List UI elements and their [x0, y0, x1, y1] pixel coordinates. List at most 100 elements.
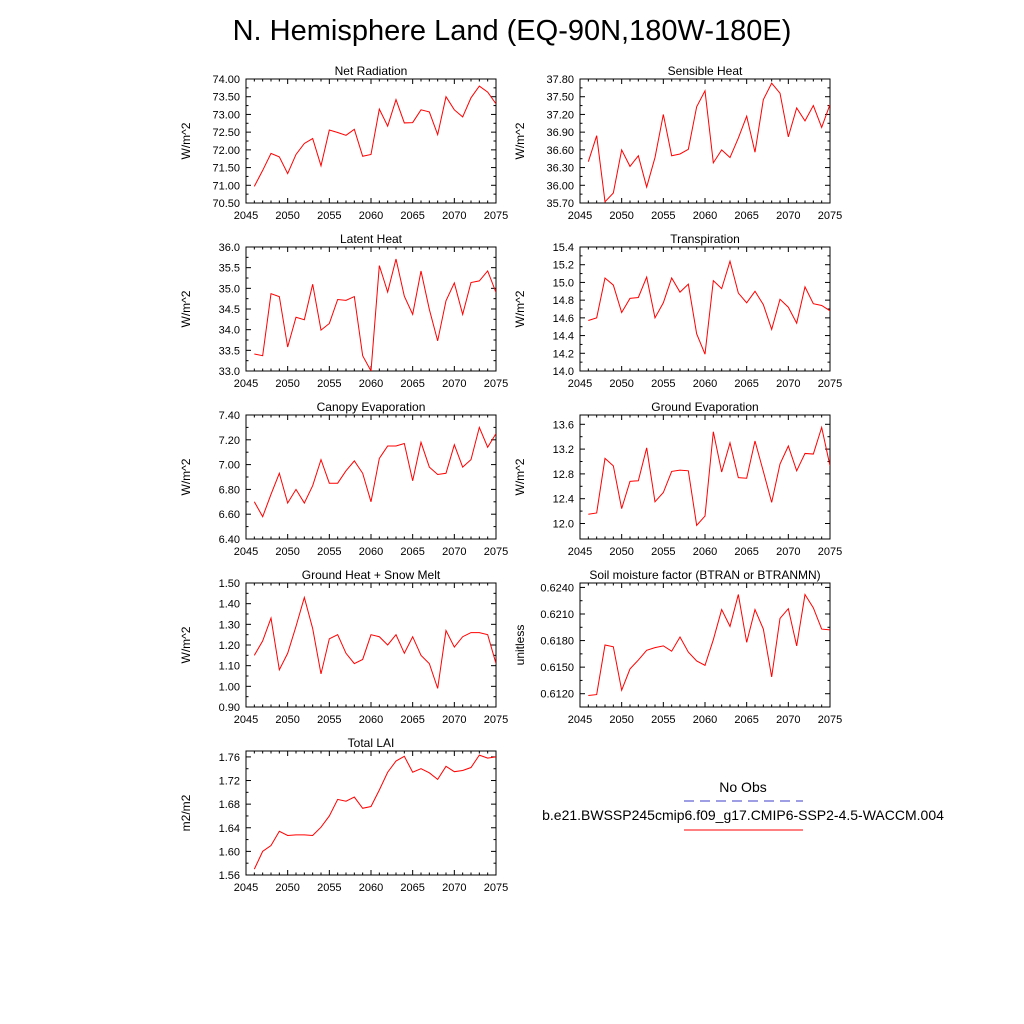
x-tick-label: 2055 — [651, 210, 675, 222]
y-tick-label: 1.72 — [219, 776, 240, 788]
chart-title: Total LAI — [348, 736, 395, 750]
y-tick-label: 14.0 — [553, 366, 574, 378]
x-tick-label: 2075 — [818, 714, 842, 726]
chart-panel: Canopy Evaporation W/m^2 2045 2050 2055 2060 2… — [179, 400, 508, 558]
y-tick-label: 73.00 — [212, 109, 240, 121]
x-tick-label: 2045 — [568, 210, 592, 222]
y-tick-label: 1.56 — [219, 870, 240, 882]
x-tick-label: 2055 — [317, 882, 341, 894]
y-tick-label: 1.64 — [219, 823, 240, 835]
x-tick-label: 2050 — [275, 714, 299, 726]
x-tick-label: 2070 — [776, 210, 800, 222]
y-tick-label: 12.8 — [553, 469, 574, 481]
y-tick-label: 6.40 — [219, 534, 240, 546]
chart-panel: Sensible Heat W/m^2 2045 2050 2055 2060 2065 20… — [513, 64, 842, 222]
x-tick-label: 2045 — [234, 882, 258, 894]
x-tick-label: 2065 — [400, 546, 424, 558]
chart-panel: Net Radiation W/m^2 2045 2050 2055 2060 2065 20… — [179, 64, 508, 222]
chart-title: Ground Heat + Snow Melt — [302, 568, 441, 582]
chart-title: Transpiration — [670, 232, 740, 246]
x-tick-label: 2075 — [484, 714, 508, 726]
y-tick-label: 0.6180 — [540, 636, 574, 648]
x-tick-label: 2060 — [693, 546, 717, 558]
x-tick-label: 2065 — [734, 546, 758, 558]
y-tick-label: 37.50 — [546, 92, 574, 104]
x-tick-label: 2050 — [275, 210, 299, 222]
x-tick-label: 2055 — [317, 210, 341, 222]
y-tick-label: 36.00 — [546, 180, 574, 192]
x-tick-label: 2055 — [317, 714, 341, 726]
x-tick-label: 2075 — [484, 882, 508, 894]
y-tick-label: 1.30 — [219, 619, 240, 631]
x-tick-label: 2055 — [317, 378, 341, 390]
chart-panel: Ground Heat + Snow Melt W/m^2 2045 2050 2055… — [179, 568, 508, 726]
y-tick-label: 36.30 — [546, 163, 574, 175]
y-tick-label: 35.70 — [546, 198, 574, 210]
series-line — [254, 258, 496, 371]
chart-title: Net Radiation — [335, 64, 408, 78]
chart-panel: Ground Evaporation W/m^2 2045 2050 2055 2060 2… — [513, 400, 842, 558]
y-tick-label: 14.6 — [553, 313, 574, 325]
y-axis-label: m2/m2 — [179, 794, 193, 831]
y-tick-label: 1.00 — [219, 681, 240, 693]
y-tick-label: 12.4 — [553, 494, 574, 506]
y-tick-label: 36.0 — [219, 242, 240, 254]
y-tick-label: 7.40 — [219, 410, 240, 422]
x-tick-label: 2075 — [484, 546, 508, 558]
x-tick-label: 2055 — [651, 378, 675, 390]
x-tick-label: 2045 — [568, 714, 592, 726]
x-tick-label: 2055 — [317, 546, 341, 558]
x-tick-label: 2060 — [359, 882, 383, 894]
chart-title: Latent Heat — [340, 232, 403, 246]
y-tick-label: 1.40 — [219, 599, 240, 611]
x-tick-label: 2065 — [734, 378, 758, 390]
x-tick-label: 2060 — [359, 546, 383, 558]
plot-frame — [245, 78, 497, 204]
x-tick-label: 2065 — [400, 714, 424, 726]
y-axis-label: W/m^2 — [179, 626, 193, 663]
y-tick-label: 7.00 — [219, 460, 240, 472]
y-tick-label: 15.0 — [553, 277, 574, 289]
x-tick-label: 2055 — [651, 714, 675, 726]
x-tick-label: 2075 — [818, 210, 842, 222]
y-axis-label: W/m^2 — [513, 290, 527, 327]
y-tick-label: 35.0 — [219, 283, 240, 295]
y-tick-label: 71.50 — [212, 163, 240, 175]
y-tick-label: 37.20 — [546, 109, 574, 121]
y-tick-label: 6.60 — [219, 509, 240, 521]
x-tick-label: 2050 — [275, 882, 299, 894]
figure-title: N. Hemisphere Land (EQ-90N,180W-180E) — [233, 15, 792, 47]
x-tick-label: 2045 — [568, 546, 592, 558]
y-tick-label: 34.5 — [219, 304, 240, 316]
x-tick-label: 2050 — [609, 546, 633, 558]
y-tick-label: 72.50 — [212, 127, 240, 139]
y-tick-label: 36.60 — [546, 145, 574, 157]
y-axis-label: W/m^2 — [179, 122, 193, 159]
series-line — [253, 425, 496, 518]
y-tick-label: 0.6150 — [540, 662, 574, 674]
series-line — [253, 85, 496, 187]
plot-frame — [245, 582, 497, 708]
y-tick-label: 1.76 — [219, 752, 240, 764]
x-tick-label: 2045 — [234, 546, 258, 558]
x-tick-label: 2070 — [442, 378, 466, 390]
plot-frame — [579, 78, 831, 204]
y-tick-label: 70.50 — [212, 198, 240, 210]
y-axis-label: W/m^2 — [513, 458, 527, 495]
y-tick-label: 37.80 — [546, 74, 574, 86]
x-tick-label: 2060 — [693, 714, 717, 726]
y-tick-label: 0.6120 — [540, 689, 574, 701]
y-axis-label: unitless — [513, 625, 527, 666]
y-tick-label: 14.4 — [553, 331, 574, 343]
y-tick-label: 1.60 — [219, 846, 240, 858]
plot-frame — [579, 414, 831, 540]
y-axis-label: W/m^2 — [513, 122, 527, 159]
x-tick-label: 2060 — [359, 210, 383, 222]
plot-frame — [579, 582, 831, 708]
x-tick-label: 2075 — [818, 378, 842, 390]
plot-frame — [245, 750, 497, 876]
x-tick-label: 2075 — [484, 378, 508, 390]
x-tick-label: 2070 — [442, 546, 466, 558]
series-line — [588, 259, 830, 355]
